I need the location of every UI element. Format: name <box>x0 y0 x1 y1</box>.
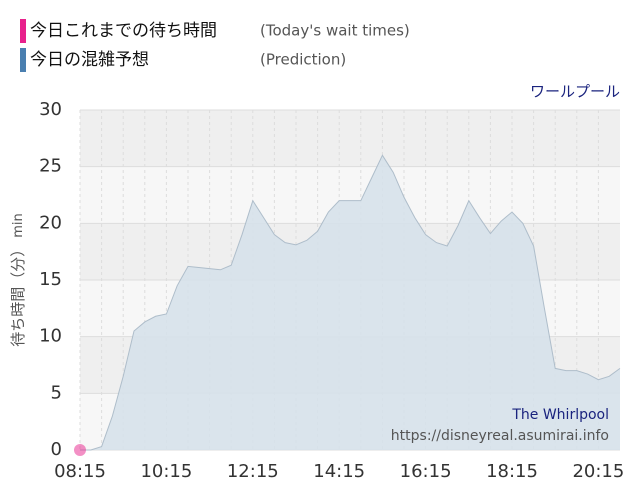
x-tick-label: 16:15 <box>400 461 452 482</box>
data-point <box>74 444 86 456</box>
x-tick-label: 08:15 <box>54 461 106 482</box>
y-axis-label-text: 待ち時間（分） <box>9 242 27 347</box>
x-tick-label: 12:15 <box>227 461 279 482</box>
y-axis-label: 待ち時間（分） min <box>9 213 27 347</box>
legend-label: 今日の混雑予想 <box>30 50 149 70</box>
y-tick-label: 20 <box>39 212 62 233</box>
plot-band <box>80 110 620 167</box>
legend-swatch <box>20 19 26 43</box>
y-tick-label: 0 <box>51 439 62 460</box>
y-tick-label: 5 <box>51 382 62 403</box>
y-tick-label: 30 <box>39 99 62 120</box>
watermark-url: https://disneyreal.asumirai.info <box>391 428 609 444</box>
chart-title: ワールプール <box>530 83 620 101</box>
y-axis-label-unit: min <box>11 213 26 238</box>
legend-label: 今日これまでの待ち時間 <box>30 21 217 41</box>
legend-note: (Prediction) <box>260 51 346 69</box>
area-fill <box>80 155 620 451</box>
legend-note: (Today's wait times) <box>260 22 410 40</box>
y-tick-label: 10 <box>39 326 62 347</box>
legend-swatch <box>20 48 26 72</box>
watermark-name: The Whirlpool <box>511 407 609 423</box>
area-line <box>80 154 621 451</box>
y-tick-label: 25 <box>39 156 62 177</box>
x-tick-label: 14:15 <box>313 461 365 482</box>
x-tick-label: 18:15 <box>486 461 538 482</box>
y-tick-label: 15 <box>39 269 62 290</box>
x-tick-label: 20:15 <box>572 461 624 482</box>
x-tick-label: 10:15 <box>140 461 192 482</box>
